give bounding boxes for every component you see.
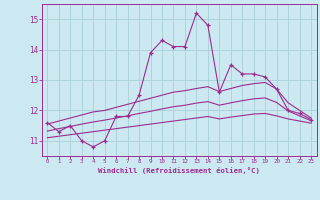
X-axis label: Windchill (Refroidissement éolien,°C): Windchill (Refroidissement éolien,°C) <box>98 167 260 174</box>
